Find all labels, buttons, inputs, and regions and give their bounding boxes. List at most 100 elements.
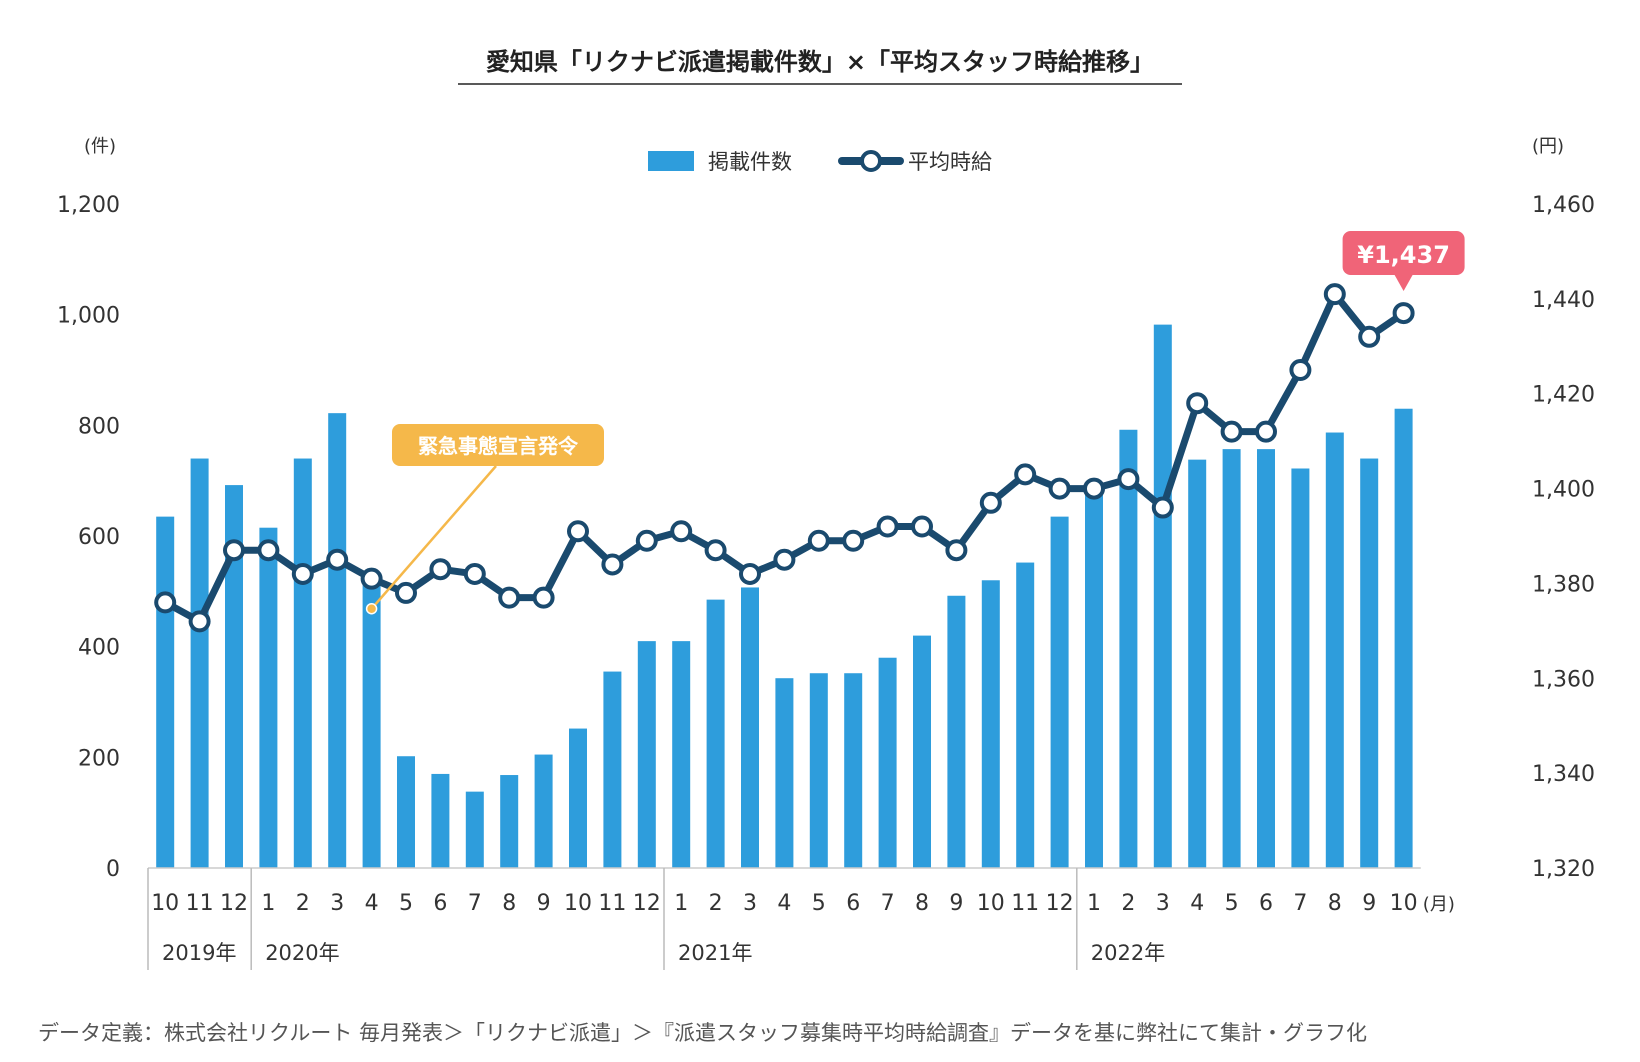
x-tick-label: 9 xyxy=(537,891,551,916)
x-tick-label: 10 xyxy=(977,891,1005,916)
wage-point xyxy=(635,529,658,552)
legend-bar-swatch xyxy=(648,151,694,171)
x-tick-label: 4 xyxy=(1190,891,1204,916)
latest-price-pointer xyxy=(1394,275,1413,291)
x-tick-label: 11 xyxy=(598,891,626,916)
left-axis-tick-label: 200 xyxy=(78,746,120,771)
x-tick-label: 7 xyxy=(468,891,482,916)
left-axis-tick-label: 400 xyxy=(78,636,120,661)
bar-series xyxy=(156,324,1413,868)
wage-point xyxy=(670,520,693,543)
line-series xyxy=(154,283,1415,633)
chart-title: 愛知県「リクナビ派遣掲載件数」×「平均スタッフ時給推移」 xyxy=(486,48,1154,76)
x-tick-label: 1 xyxy=(261,891,275,916)
x-tick-label: 7 xyxy=(1293,891,1307,916)
left-axis-unit: (件) xyxy=(84,136,116,157)
x-tick-label: 11 xyxy=(1011,891,1039,916)
bar xyxy=(500,775,519,868)
wage-point xyxy=(188,610,211,633)
wage-point xyxy=(1392,302,1415,325)
left-axis-tick-label: 600 xyxy=(78,525,120,550)
left-axis-ticks: 0 200 400 600 800 1,000 1,200 xyxy=(57,193,120,882)
bar xyxy=(431,773,450,868)
x-tick-label: 5 xyxy=(1225,891,1239,916)
wage-point xyxy=(498,586,521,609)
bar xyxy=(397,756,415,868)
x-tick-label: 8 xyxy=(502,891,516,916)
bar xyxy=(1016,562,1035,868)
x-tick-label: 2 xyxy=(1121,891,1135,916)
x-tick-label: 3 xyxy=(1156,891,1170,916)
bar xyxy=(1291,468,1310,868)
bar xyxy=(362,580,381,868)
bar xyxy=(1050,516,1069,868)
emergency-leader-line xyxy=(370,465,497,610)
latest-price-label: ¥1,437 xyxy=(1357,241,1450,269)
x-tick-label: 12 xyxy=(633,891,661,916)
emergency-dot xyxy=(365,602,378,615)
right-axis-tick-label: 1,320 xyxy=(1532,857,1595,882)
x-tick-label: 10 xyxy=(1390,891,1418,916)
x-tick-label: 6 xyxy=(846,891,860,916)
x-tick-label: 10 xyxy=(151,891,179,916)
left-axis-tick-label: 1,200 xyxy=(57,193,120,218)
bar xyxy=(947,595,966,868)
bar xyxy=(156,516,175,868)
wage-point xyxy=(876,515,899,538)
wage-point xyxy=(326,548,349,571)
right-axis-tick-label: 1,440 xyxy=(1532,288,1595,313)
footnote: データ定義：株式会社リクルート 毎月発表＞「リクナビ派遣」＞『派遣スタッフ募集時… xyxy=(38,1021,1367,1045)
emergency-callout-box xyxy=(392,424,604,466)
wage-point xyxy=(773,548,796,571)
wage-point xyxy=(911,515,933,538)
legend-line-label: 平均時給 xyxy=(908,150,992,174)
year-label: 2019年 xyxy=(162,941,236,965)
wage-point xyxy=(429,558,452,581)
wage-point xyxy=(1014,463,1037,486)
wage-point xyxy=(360,567,383,590)
bar xyxy=(603,671,622,868)
chart-title-group: 愛知県「リクナビ派遣掲載件数」×「平均スタッフ時給推移」 xyxy=(458,48,1182,85)
wage-point xyxy=(601,553,624,576)
right-axis-tick-label: 1,360 xyxy=(1532,667,1595,692)
x-tick-label: 2 xyxy=(709,891,723,916)
left-axis-tick-label: 800 xyxy=(78,414,120,439)
x-tick-label: 12 xyxy=(220,891,248,916)
wage-point xyxy=(945,539,968,562)
wage-line xyxy=(161,290,1408,625)
x-tick-label: 9 xyxy=(1362,891,1376,916)
wage-point xyxy=(1358,325,1381,348)
x-tick-label: 5 xyxy=(812,891,826,916)
bar xyxy=(225,485,243,868)
wage-point xyxy=(807,529,830,552)
x-tick-label: 6 xyxy=(433,891,447,916)
right-axis-unit: (円) xyxy=(1532,136,1564,157)
bar xyxy=(1257,449,1275,868)
wage-point xyxy=(395,581,417,604)
bar xyxy=(637,641,656,868)
x-tick-label: 10 xyxy=(564,891,592,916)
wage-point xyxy=(1323,283,1346,306)
wage-point xyxy=(979,491,1002,514)
bar xyxy=(1360,458,1379,868)
bar xyxy=(775,678,794,868)
bar xyxy=(259,527,278,868)
right-axis-tick-label: 1,380 xyxy=(1532,572,1595,597)
wage-point xyxy=(1117,468,1140,491)
year-label: 2020年 xyxy=(265,941,339,965)
bar xyxy=(913,635,931,868)
right-axis-tick-label: 1,400 xyxy=(1532,478,1595,503)
year-label: 2022年 xyxy=(1091,941,1165,965)
bar xyxy=(1153,324,1172,868)
wage-point xyxy=(1289,359,1312,381)
x-axis: 10 11 12 1 2 3 4 5 6 7 8 9 10 11 12 1 2 3 4 5 6 7 8 9 10 11 12 1 2 3 4… xyxy=(147,867,1455,970)
legend-line-marker xyxy=(860,150,882,172)
legend-bar-label: 掲載件数 xyxy=(708,150,792,174)
wage-point xyxy=(842,529,865,552)
x-tick-label: 3 xyxy=(743,891,757,916)
right-axis-tick-label: 1,340 xyxy=(1532,762,1595,787)
wage-point xyxy=(704,539,727,562)
bar xyxy=(569,728,587,868)
wage-point xyxy=(1151,496,1174,519)
